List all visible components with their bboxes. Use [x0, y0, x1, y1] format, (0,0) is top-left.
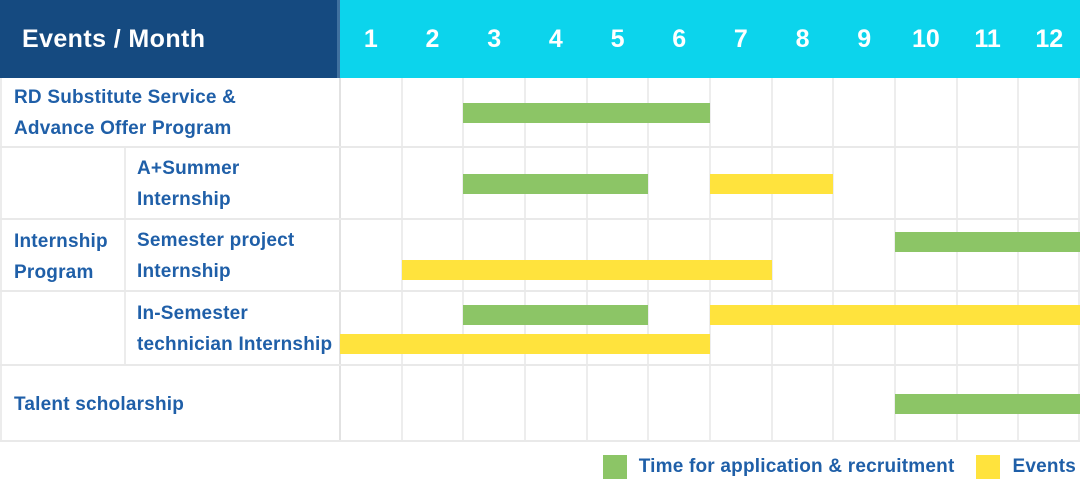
month-gridline	[647, 78, 650, 442]
task-label-4-line: technician Internship	[137, 334, 333, 355]
task-label-5-line: Talent scholarship	[14, 393, 185, 415]
header-title: Events / Month	[22, 24, 206, 53]
month-label-7: 7	[733, 24, 748, 53]
task-label-1-line: RD Substitute Service &	[14, 87, 237, 108]
row-divider	[0, 364, 1080, 366]
month-gridline	[770, 78, 773, 442]
task-label-1: RD Substitute Service & Advance Offer Pro…	[14, 78, 336, 148]
table-left-border	[0, 78, 2, 442]
month-label-3: 3	[487, 24, 502, 53]
events-bar	[340, 333, 710, 354]
month-label-12: 12	[1035, 24, 1064, 53]
table-right-border	[1078, 78, 1080, 442]
month-gridline	[709, 78, 711, 442]
legend: Time for application & recruitment Events	[602, 452, 1076, 482]
task-label-5: Talent scholarship	[14, 366, 336, 442]
month-gridline	[1017, 78, 1020, 442]
task-label-3-line: Semester project	[137, 230, 295, 251]
legend-label-events: Events	[1012, 456, 1076, 477]
legend-swatch-events	[976, 455, 1001, 479]
task-label-1-line: Advance Offer Program	[14, 118, 232, 139]
month-label-4: 4	[548, 24, 563, 53]
month-gridline	[462, 78, 465, 442]
application-bar	[895, 394, 1080, 414]
application-bar	[463, 174, 649, 194]
row-divider	[0, 440, 1080, 442]
month-gridline	[832, 78, 835, 442]
month-gridline	[894, 78, 896, 442]
task-label-2-line: A+Summer	[137, 158, 240, 179]
legend-swatch-application	[602, 455, 627, 479]
application-bar	[895, 232, 1080, 253]
legend-label-application: Time for application & recruitment	[638, 456, 955, 477]
month-label-9: 9	[857, 24, 872, 53]
month-label-8: 8	[795, 24, 810, 53]
events-bar	[710, 174, 834, 194]
task-label-2: A+Summer Internship	[137, 148, 337, 220]
label-column-divider	[339, 78, 341, 442]
task-label-4-line: In-Semester	[137, 303, 248, 324]
legend-item-application: Time for application & recruitment	[602, 455, 955, 479]
month-gridline	[955, 78, 958, 442]
month-label-6: 6	[672, 24, 687, 53]
month-label-1: 1	[363, 24, 378, 53]
legend-item-events: Events	[976, 455, 1076, 479]
month-label-2: 2	[425, 24, 440, 53]
task-label-4: In-Semester technician Internship	[137, 292, 337, 366]
group-label-internship-program-line: Program	[14, 262, 94, 283]
sub-column-divider	[124, 148, 126, 366]
events-bar	[710, 304, 1080, 325]
task-label-2-line: Internship	[137, 189, 231, 210]
month-gridline	[400, 78, 403, 442]
task-label-3-line: Internship	[137, 261, 231, 282]
month-label-11: 11	[974, 24, 1001, 53]
events-bar	[401, 260, 772, 281]
group-label-internship-program: Internship Program	[14, 148, 122, 366]
month-label-10: 10	[911, 24, 940, 53]
month-header-row: 1 2 3 4 5 6 7 8 9 10 11 12	[340, 0, 1080, 78]
group-label-internship-program-line: Internship	[14, 231, 108, 252]
row-divider	[0, 290, 1080, 292]
header-events-month-cell: Events / Month	[0, 0, 340, 78]
row-divider	[0, 146, 1080, 148]
month-gridline	[585, 78, 588, 442]
month-gridline	[524, 78, 526, 442]
application-bar	[463, 304, 649, 325]
task-label-3: Semester project Internship	[137, 220, 337, 292]
month-label-5: 5	[610, 24, 625, 53]
row-divider	[0, 218, 1080, 220]
application-bar	[463, 103, 710, 123]
